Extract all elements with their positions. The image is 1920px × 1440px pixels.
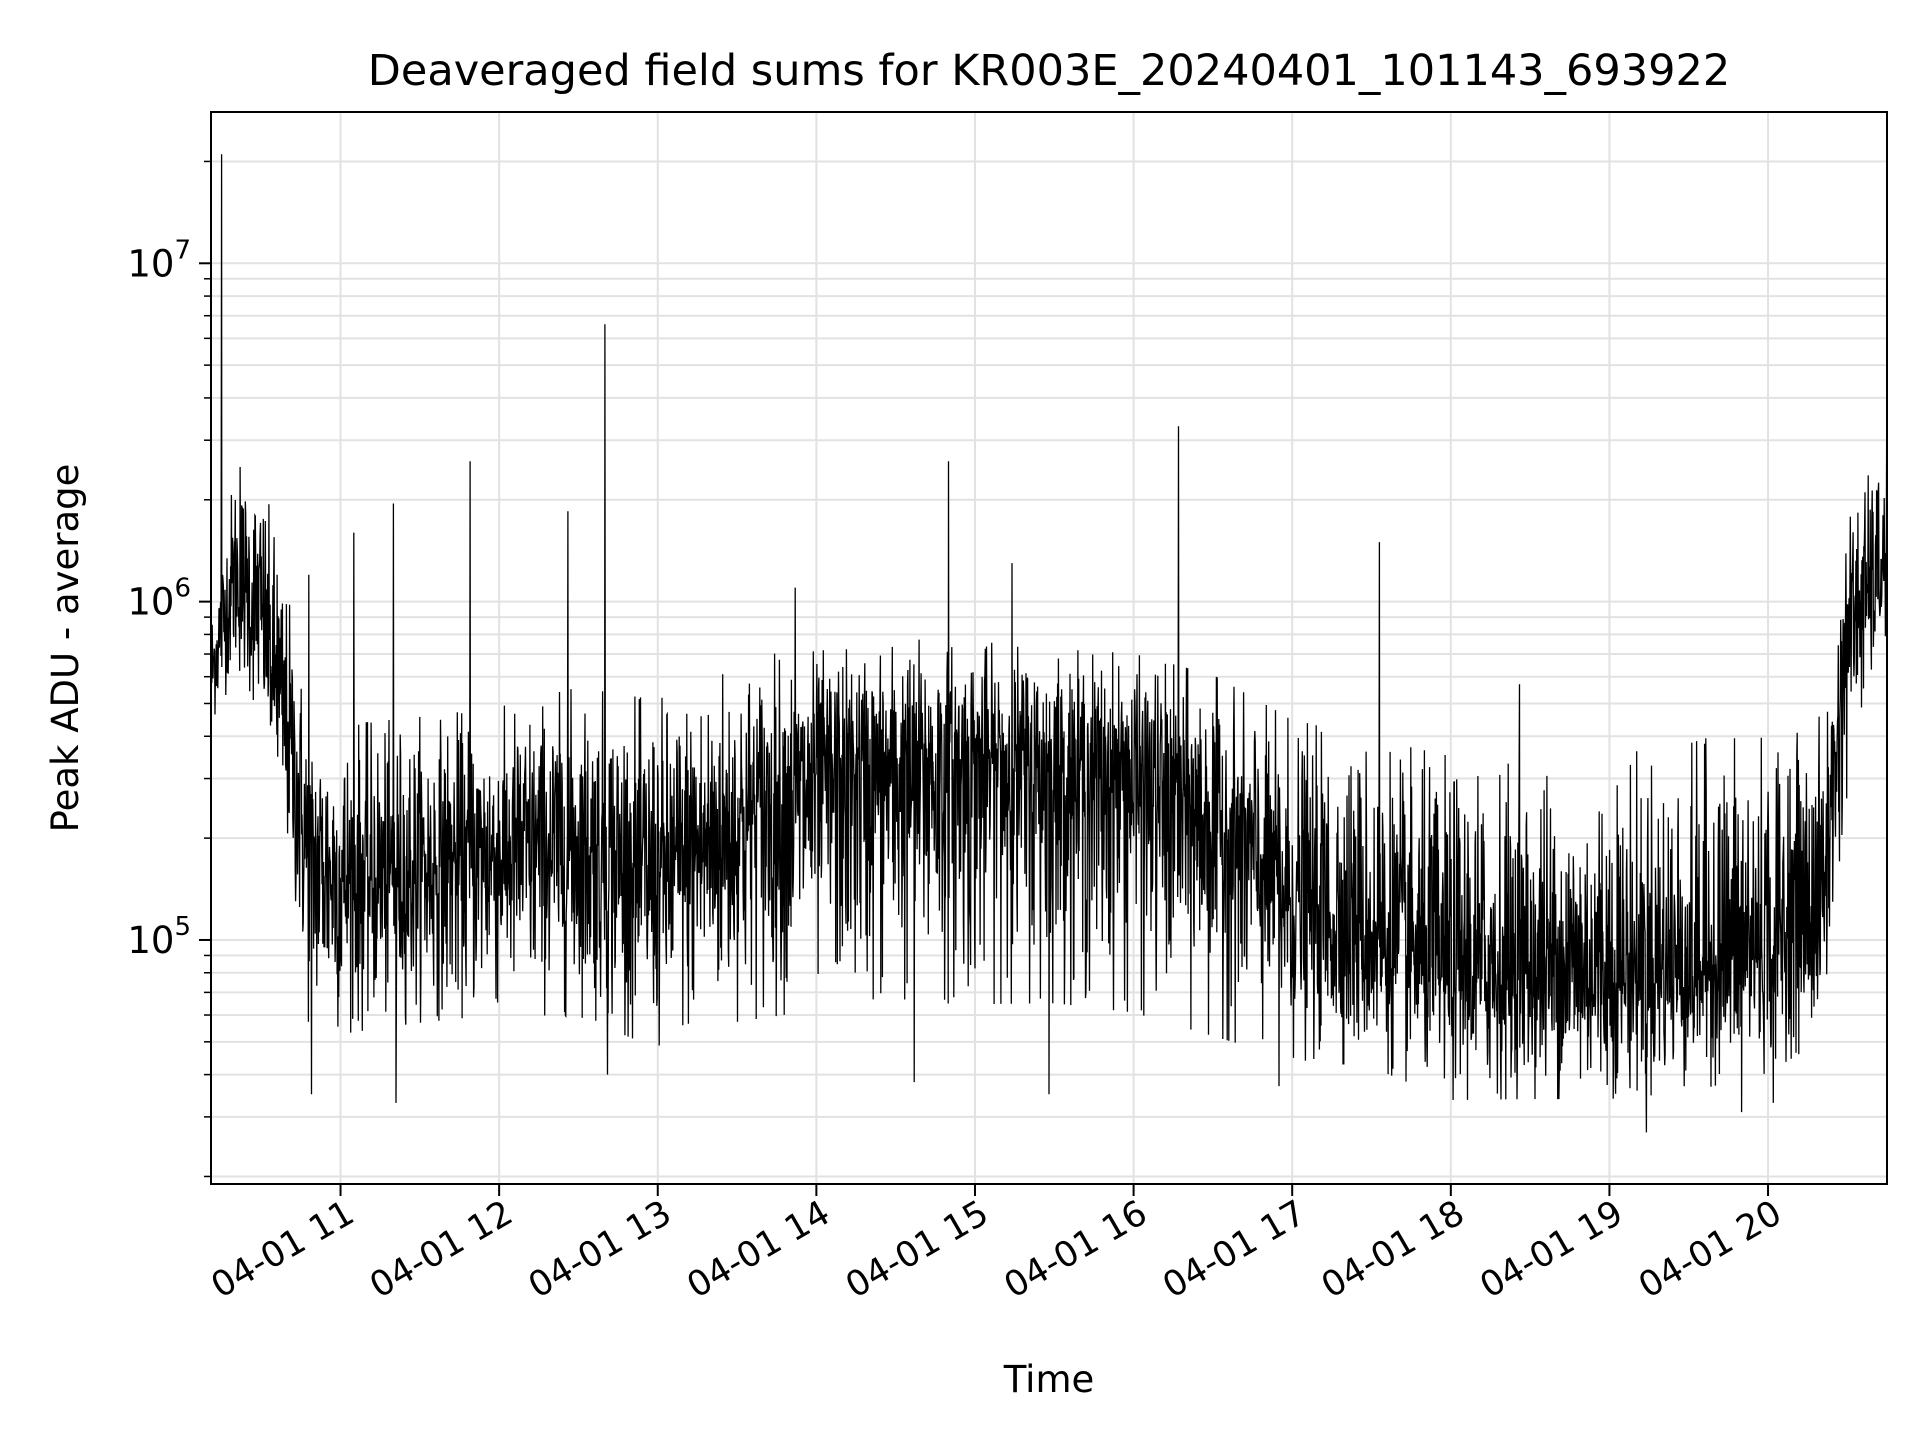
plot-clip-group <box>211 154 1887 1133</box>
series-line-group <box>211 154 1887 1133</box>
y-tick-base: 10 <box>127 581 174 624</box>
y-tick-base: 10 <box>127 242 174 285</box>
y-tick-base: 10 <box>127 919 174 962</box>
series-line <box>211 154 1887 1133</box>
y-tick-label: 105 <box>127 912 191 962</box>
y-tick-exponent: 7 <box>174 235 191 265</box>
chart-title: Deaveraged field sums for KR003E_2024040… <box>368 46 1730 96</box>
y-tick-label: 106 <box>127 574 191 624</box>
y-axis-label: Peak ADU - average <box>44 464 87 833</box>
y-tick-label: 107 <box>127 235 191 285</box>
axes-frame <box>210 111 1888 1185</box>
x-axis-label: Time <box>1003 1358 1095 1401</box>
y-tick-exponent: 5 <box>174 912 191 942</box>
y-tick-exponent: 6 <box>174 574 191 604</box>
